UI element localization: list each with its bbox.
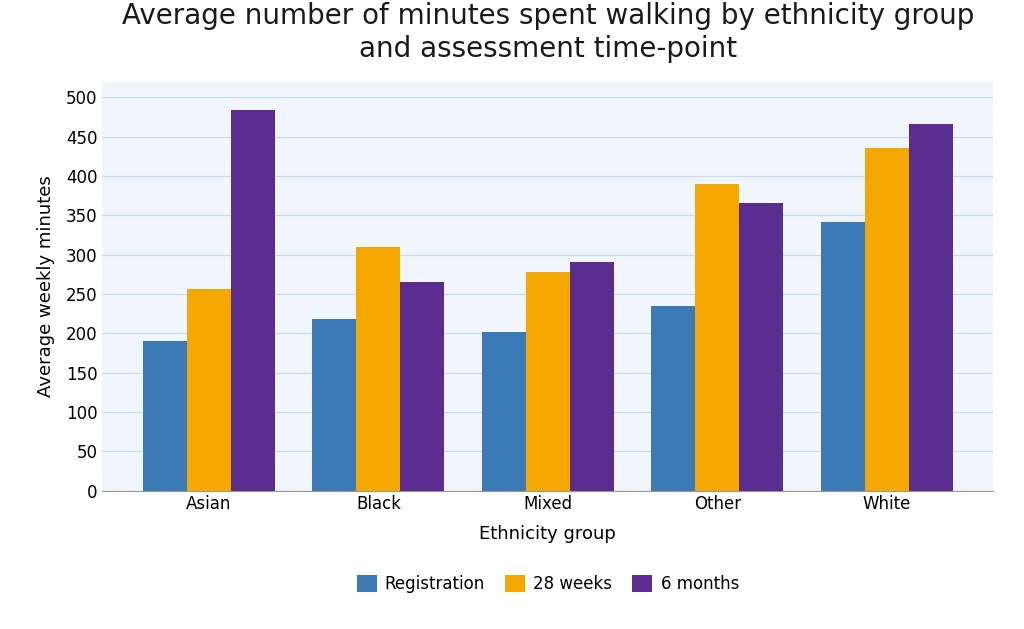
Bar xyxy=(570,262,614,491)
Bar xyxy=(908,124,952,491)
Bar xyxy=(143,341,187,491)
Bar xyxy=(864,148,908,491)
Bar xyxy=(481,332,525,491)
Title: Average number of minutes spent walking by ethnicity group
and assessment time-p: Average number of minutes spent walking … xyxy=(122,3,974,63)
Bar xyxy=(187,289,231,491)
Bar xyxy=(312,319,356,491)
Bar xyxy=(231,110,275,491)
Bar xyxy=(356,247,400,491)
Bar xyxy=(739,203,783,491)
Bar xyxy=(820,221,864,491)
Bar xyxy=(651,306,695,491)
Bar xyxy=(525,272,570,491)
Bar xyxy=(695,184,739,491)
Bar xyxy=(400,282,444,491)
Y-axis label: Average weekly minutes: Average weekly minutes xyxy=(37,175,55,397)
Legend: Registration, 28 weeks, 6 months: Registration, 28 weeks, 6 months xyxy=(350,569,745,600)
X-axis label: Ethnicity group: Ethnicity group xyxy=(479,525,616,543)
